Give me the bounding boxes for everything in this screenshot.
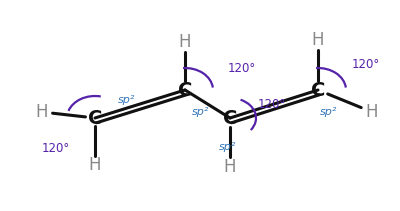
Text: 120°: 120° (258, 99, 286, 111)
Text: sp²: sp² (219, 142, 237, 152)
Text: sp²: sp² (192, 107, 209, 117)
Text: sp²: sp² (118, 95, 135, 105)
Text: 120°: 120° (352, 58, 380, 72)
Text: H: H (366, 103, 378, 121)
Text: 120°: 120° (228, 61, 256, 74)
Text: H: H (89, 156, 101, 174)
Text: C: C (223, 108, 237, 127)
Text: H: H (179, 33, 191, 51)
Text: sp²: sp² (320, 107, 337, 117)
Text: C: C (178, 81, 192, 100)
Text: 120°: 120° (42, 142, 70, 154)
Text: H: H (36, 103, 48, 121)
Text: H: H (312, 31, 324, 49)
Text: C: C (88, 108, 102, 127)
Text: C: C (311, 81, 325, 100)
Text: H: H (224, 158, 236, 176)
